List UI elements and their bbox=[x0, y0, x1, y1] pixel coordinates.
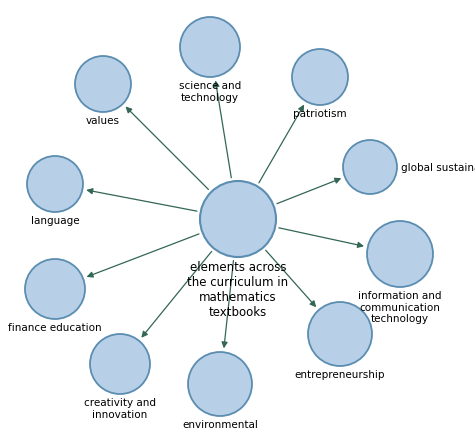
Text: information and
communication
technology: information and communication technology bbox=[358, 290, 442, 323]
Circle shape bbox=[367, 221, 433, 287]
Text: finance education: finance education bbox=[8, 322, 102, 332]
Text: language: language bbox=[31, 215, 79, 225]
Text: patriotism: patriotism bbox=[293, 109, 347, 119]
Circle shape bbox=[25, 259, 85, 319]
Circle shape bbox=[27, 157, 83, 212]
Circle shape bbox=[343, 141, 397, 194]
Circle shape bbox=[200, 181, 276, 258]
Text: science and
technology: science and technology bbox=[179, 81, 241, 102]
Circle shape bbox=[90, 334, 150, 394]
Circle shape bbox=[308, 302, 372, 366]
Circle shape bbox=[292, 50, 348, 106]
Text: entrepreneurship: entrepreneurship bbox=[295, 369, 385, 379]
Text: global sustainability: global sustainability bbox=[401, 163, 475, 172]
Circle shape bbox=[188, 352, 252, 416]
Text: environmental
sustainability: environmental sustainability bbox=[182, 419, 258, 430]
Text: creativity and
innovation: creativity and innovation bbox=[84, 397, 156, 419]
Circle shape bbox=[75, 57, 131, 113]
Text: elements across
the curriculum in
mathematics
textbooks: elements across the curriculum in mathem… bbox=[188, 261, 289, 318]
Circle shape bbox=[180, 18, 240, 78]
Text: values: values bbox=[86, 116, 120, 126]
